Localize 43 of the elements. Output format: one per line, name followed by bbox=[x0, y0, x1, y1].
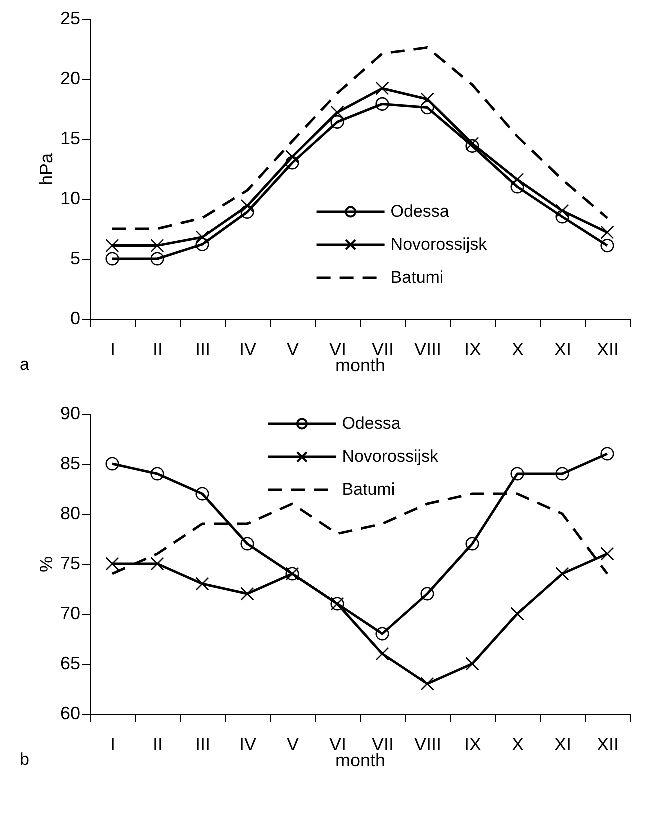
x-tick-label: XI bbox=[554, 340, 572, 360]
text: a bbox=[20, 355, 30, 374]
x-tick-label: XI bbox=[554, 734, 572, 754]
y-axis-title: hPa bbox=[36, 152, 56, 186]
y-tick-label: 85 bbox=[60, 454, 80, 474]
x-tick-label: V bbox=[286, 340, 300, 360]
x-tick-label: VIII bbox=[414, 734, 442, 754]
x-tick-label: IV bbox=[239, 734, 257, 754]
y-tick-label: 70 bbox=[60, 604, 80, 624]
y-tick-label: 80 bbox=[60, 504, 80, 524]
x-tick-label: XII bbox=[596, 734, 620, 754]
text: b bbox=[20, 750, 30, 769]
y-tick-label: 75 bbox=[60, 554, 80, 574]
y-tick-label: 15 bbox=[60, 128, 80, 148]
x-tick-label: IX bbox=[464, 340, 482, 360]
legend-label: Novorossijsk bbox=[342, 447, 440, 466]
y-tick-label: 90 bbox=[60, 404, 80, 424]
legend-label: Novorossijsk bbox=[390, 235, 488, 254]
y-axis-title: % bbox=[36, 556, 56, 573]
legend-label: Batumi bbox=[390, 268, 444, 287]
x-tick-label: IV bbox=[239, 340, 257, 360]
legend-label: Batumi bbox=[342, 480, 396, 499]
x-tick-label: XII bbox=[596, 340, 620, 360]
x-tick-label: II bbox=[152, 734, 164, 754]
y-tick-label: 0 bbox=[70, 308, 80, 328]
x-tick-label: II bbox=[152, 340, 164, 360]
legend-label: Odessa bbox=[342, 414, 402, 433]
y-tick-label: 5 bbox=[70, 248, 80, 268]
x-tick-label: VIII bbox=[414, 340, 442, 360]
legend-label: Odessa bbox=[390, 202, 450, 221]
y-tick-label: 20 bbox=[60, 68, 80, 88]
x-tick-label: I bbox=[110, 340, 116, 360]
x-tick-label: III bbox=[195, 340, 211, 360]
x-tick-label: V bbox=[286, 734, 300, 754]
x-tick-label: III bbox=[195, 734, 211, 754]
y-tick-label: 60 bbox=[60, 704, 80, 724]
x-tick-label: X bbox=[512, 340, 524, 360]
x-tick-label: IX bbox=[464, 734, 482, 754]
y-tick-label: 10 bbox=[60, 188, 80, 208]
x-tick-label: I bbox=[110, 734, 116, 754]
y-tick-label: 65 bbox=[60, 654, 80, 674]
x-tick-label: X bbox=[512, 734, 524, 754]
y-tick-label: 25 bbox=[60, 8, 80, 28]
